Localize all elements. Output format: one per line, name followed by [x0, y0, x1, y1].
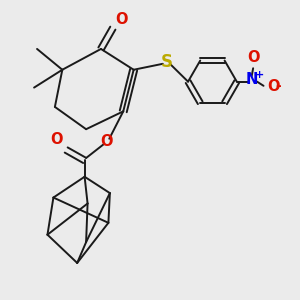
Text: O: O: [50, 132, 62, 147]
Text: N: N: [245, 72, 258, 87]
Text: O: O: [247, 50, 260, 65]
Text: O: O: [267, 80, 280, 94]
Text: +: +: [254, 70, 264, 80]
Text: S: S: [160, 53, 172, 71]
Text: -: -: [275, 79, 281, 92]
Text: O: O: [115, 12, 128, 27]
Text: O: O: [101, 134, 113, 148]
